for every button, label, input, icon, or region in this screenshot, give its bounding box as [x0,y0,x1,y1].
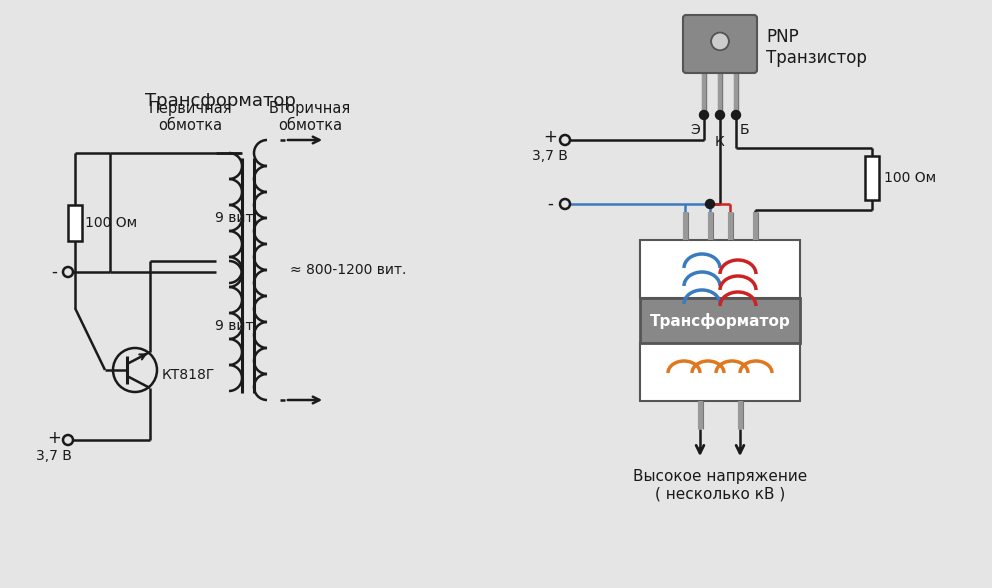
Bar [640,240,800,298]
Bar [707,212,712,240]
Circle shape [705,199,714,209]
Bar [697,401,702,429]
Circle shape [711,32,729,51]
Bar [702,70,706,115]
Text: Б: Б [740,123,750,137]
Text: Э: Э [690,123,700,137]
Text: КТ818Г: КТ818Г [162,368,215,382]
Bar [68,205,82,241]
FancyBboxPatch shape [683,15,757,73]
Bar [682,212,687,240]
Bar [734,70,738,115]
Circle shape [731,111,740,119]
Text: К: К [715,135,725,149]
Bar [865,156,879,200]
Text: Первичная
обмотка: Первичная обмотка [148,101,232,133]
Text: 100 Ом: 100 Ом [884,171,936,185]
Text: PNP
Транзистор: PNP Транзистор [766,28,867,67]
Text: -: - [51,263,57,281]
Text: 9 вит.: 9 вит. [215,211,258,225]
Text: ≈ 800-1200 вит.: ≈ 800-1200 вит. [290,263,407,277]
Text: 100 Ом: 100 Ом [85,216,137,230]
Bar [718,70,722,115]
Circle shape [715,111,724,119]
Text: Высокое напряжение
( несколько кВ ): Высокое напряжение ( несколько кВ ) [633,469,807,502]
Text: Трансформатор: Трансформатор [145,92,296,110]
Bar [640,343,800,401]
Bar [737,401,742,429]
Text: Трансформатор: Трансформатор [650,312,791,329]
Bar [753,212,758,240]
Bar [727,212,732,240]
Text: 3,7 В: 3,7 В [532,149,568,163]
Bar [640,298,800,343]
Circle shape [699,111,708,119]
Text: -: - [547,195,553,213]
Text: +: + [47,429,61,447]
Text: 9 вит.: 9 вит. [215,319,258,333]
Text: 3,7 В: 3,7 В [36,449,72,463]
Text: +: + [543,128,557,146]
Text: Вторичная
обмотка: Вторичная обмотка [269,101,351,133]
